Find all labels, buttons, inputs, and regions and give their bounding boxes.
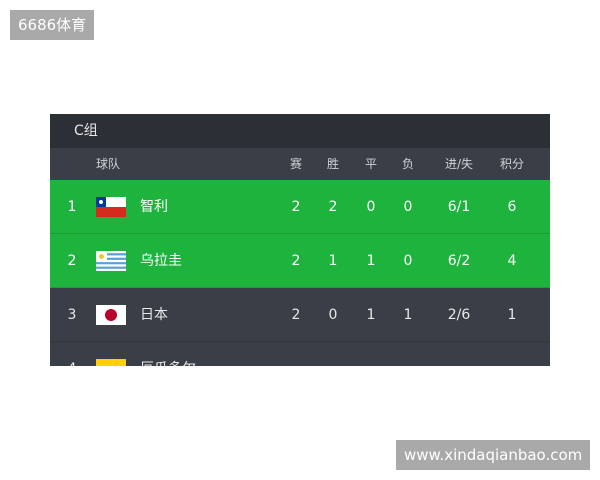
goals: 2/6 [447,307,471,323]
flag [96,305,126,325]
drawn: 1 [366,253,376,269]
rank: 2 [67,253,77,269]
team-row: 3 日本 2 0 1 1 2/6 1 [50,288,550,342]
won: 2 [328,199,338,215]
col-points: 积分 [499,157,525,171]
group-title: C组 [50,114,550,148]
flag [96,359,126,366]
watermark: 6686体育 [10,10,95,40]
lost: 0 [403,253,413,269]
col-played: 赛 [289,157,303,171]
points: 1 [507,307,517,323]
team: 乌拉圭 [140,253,182,269]
points: 4 [507,253,517,269]
lost: 1 [403,307,413,323]
col-team: 球队 [96,157,121,171]
flag [96,251,126,271]
team: 日本 [140,307,168,323]
won: 1 [328,253,338,269]
lost: 0 [403,199,413,215]
column-header: 球队 赛 胜 平 负 进/失 积分 [50,148,550,180]
team: 厄瓜多尔 [140,342,196,366]
team-row: 2 乌拉圭 2 1 1 0 6/2 4 [50,234,550,288]
col-goals: 进/失 [444,157,474,171]
watermark: www.xindaqianbao.com [396,440,591,470]
goals: 6/1 [447,199,471,215]
played: 2 [291,307,301,323]
team: 智利 [140,199,168,215]
won: 0 [328,307,338,323]
rank: 4 [68,342,77,366]
played: 2 [291,253,301,269]
standings-table: C组 球队 赛 胜 平 负 进/失 积分 1 智利 2 2 0 0 6/1 6 … [50,114,550,366]
flag [96,197,126,217]
col-drawn: 平 [364,157,378,171]
points: 6 [507,199,517,215]
col-won: 胜 [326,157,340,171]
rank: 3 [67,307,77,323]
drawn: 1 [366,307,376,323]
rank: 1 [67,199,77,215]
team-row: 4 厄瓜多尔 [50,342,550,366]
team-row: 1 智利 2 2 0 0 6/1 6 [50,180,550,234]
drawn: 0 [366,199,376,215]
goals: 6/2 [447,253,471,269]
col-lost: 负 [401,157,415,171]
played: 2 [291,199,301,215]
